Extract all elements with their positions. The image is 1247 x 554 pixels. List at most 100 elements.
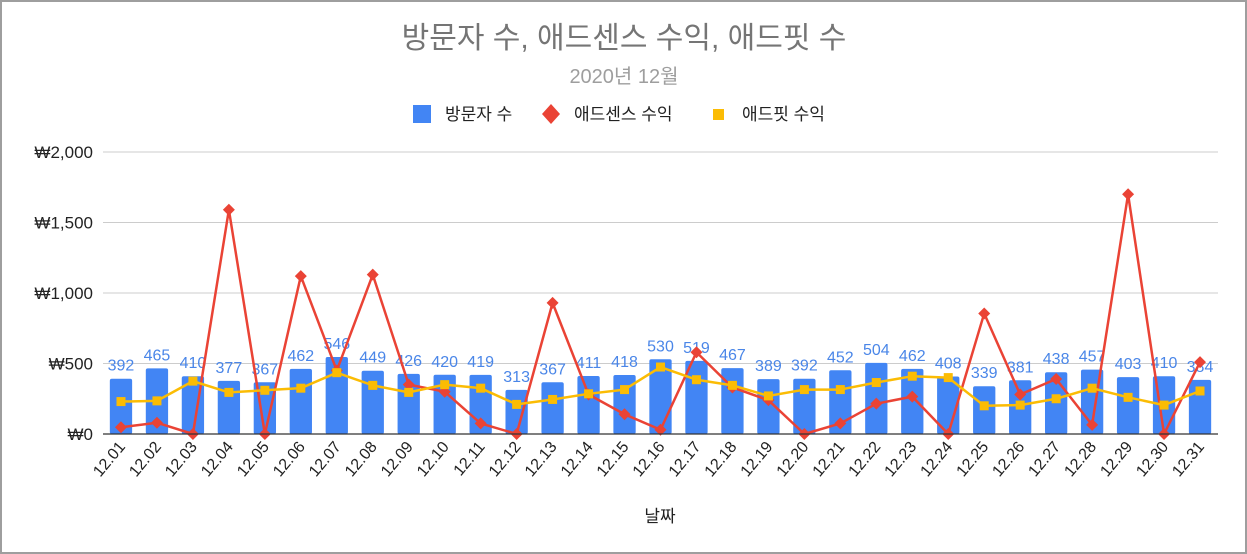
adfit-point-12.19	[763, 391, 773, 401]
adfit-point-12.21	[835, 385, 845, 395]
bar-12.08	[361, 370, 384, 434]
adsense-point-12.09	[402, 378, 415, 391]
adfit-point-12.09	[404, 387, 414, 397]
x-tick-label: 12.20	[774, 439, 813, 481]
bar-label: 420	[431, 354, 458, 371]
adfit-point-12.25	[979, 401, 989, 411]
legend-swatch-visitors	[413, 105, 431, 123]
adsense-point-12.29	[1122, 188, 1135, 201]
bar-label: 462	[287, 348, 314, 365]
bar-label: 408	[935, 355, 962, 372]
adfit-point-12.26	[1015, 400, 1025, 410]
bar-label: 339	[971, 365, 998, 382]
bar-label: 452	[827, 349, 854, 366]
adfit-point-12.02	[152, 396, 162, 406]
x-tick-label: 12.25	[954, 439, 993, 481]
legend-label-adfit: 애드핏 수익	[742, 105, 825, 124]
x-tick-label: 12.19	[738, 439, 777, 481]
adsense-point-12.22	[870, 397, 883, 410]
adfit-point-12.03	[188, 376, 198, 386]
bar-12.21	[829, 370, 852, 434]
x-tick-label: 12.03	[162, 439, 201, 481]
x-tick-label: 12.29	[1097, 439, 1136, 481]
bar-label: 465	[144, 347, 171, 364]
adsense-point-12.25	[978, 307, 991, 320]
bar-label: 381	[1007, 359, 1034, 376]
bar-12.20	[793, 378, 816, 434]
y-tick-label: ₩1,000	[34, 284, 93, 303]
adfit-point-12.07	[332, 368, 342, 378]
bar-label: 418	[611, 354, 638, 371]
x-tick-label: 12.24	[918, 439, 957, 481]
y-tick-label: ₩0	[68, 425, 94, 444]
adsense-point-12.04	[222, 203, 235, 216]
adfit-point-12.13	[548, 394, 558, 404]
adsense-point-12.08	[366, 268, 379, 281]
adsense-point-12.11	[474, 417, 487, 430]
adsense-point-12.16	[654, 423, 667, 436]
bar-label: 419	[467, 354, 494, 371]
x-tick-label: 12.21	[810, 439, 849, 481]
bar-label: 411	[576, 355, 602, 372]
visitor-bars	[109, 357, 1212, 434]
adfit-point-12.23	[907, 371, 917, 381]
legend-swatch-adfit	[713, 109, 724, 120]
x-tick-label: 12.12	[486, 439, 525, 481]
adfit-point-12.27	[1051, 394, 1061, 404]
bar-label: 467	[719, 347, 746, 364]
legend: 방문자 수 애드센스 수익 애드핏 수익	[413, 104, 825, 124]
adsense-point-12.23	[906, 390, 919, 403]
x-tick-label: 12.06	[270, 439, 309, 481]
x-tick-label: 12.31	[1169, 439, 1208, 481]
x-tick-label: 12.04	[198, 439, 237, 481]
adfit-point-12.29	[1123, 392, 1133, 402]
adfit-point-12.28	[1087, 383, 1097, 393]
bar-label: 410	[180, 355, 207, 372]
y-axis-ticks: ₩0 ₩500 ₩1,000 ₩1,500 ₩2,000	[34, 143, 93, 444]
adfit-point-12.14	[584, 389, 594, 399]
adfit-point-12.18	[727, 380, 737, 390]
bar-label: 546	[323, 336, 350, 353]
bar-label: 530	[647, 338, 674, 355]
adfit-point-12.10	[440, 380, 450, 390]
adsense-point-12.06	[294, 270, 307, 283]
adsense-point-12.02	[150, 416, 163, 429]
bar-12.04	[217, 380, 241, 434]
x-tick-label: 12.18	[702, 439, 741, 481]
x-tick-label: 12.11	[451, 439, 489, 480]
x-axis-ticks: 12.0112.0212.0312.0412.0512.0612.0712.08…	[90, 439, 1208, 481]
x-tick-label: 12.16	[630, 439, 669, 481]
x-tick-label: 12.26	[989, 439, 1028, 481]
x-tick-label: 12.27	[1025, 439, 1064, 481]
adfit-line-series	[116, 362, 1205, 411]
adfit-point-12.16	[656, 362, 665, 372]
y-tick-label: ₩2,000	[34, 143, 93, 162]
adfit-point-12.06	[296, 383, 306, 393]
bar-12.13	[541, 382, 564, 434]
chart-title: 방문자 수, 애드센스 수익, 애드핏 수	[402, 22, 847, 55]
x-tick-label: 12.15	[594, 439, 633, 481]
legend-swatch-adsense	[542, 104, 560, 124]
bar-label: 457	[1079, 349, 1106, 366]
bar-label: 504	[863, 342, 890, 359]
adfit-point-12.04	[224, 387, 234, 397]
x-tick-label: 12.05	[234, 439, 273, 481]
bar-12.03	[181, 376, 205, 434]
x-tick-label: 12.08	[342, 439, 381, 481]
adsense-point-12.27	[1050, 373, 1063, 386]
bar-12.19	[757, 379, 780, 434]
bar-label: 367	[539, 361, 566, 378]
x-tick-label: 12.10	[414, 439, 453, 481]
bar-label: 389	[755, 358, 782, 375]
adfit-point-12.22	[871, 378, 881, 388]
bar-12.12	[505, 389, 528, 434]
x-tick-label: 12.07	[306, 439, 345, 481]
bar-12.06	[289, 368, 312, 434]
adsense-point-12.28	[1086, 418, 1099, 431]
adfit-point-12.20	[799, 385, 809, 395]
bar-label: 367	[252, 361, 279, 378]
gridlines	[103, 151, 1218, 364]
x-axis-title: 날짜	[644, 507, 676, 526]
